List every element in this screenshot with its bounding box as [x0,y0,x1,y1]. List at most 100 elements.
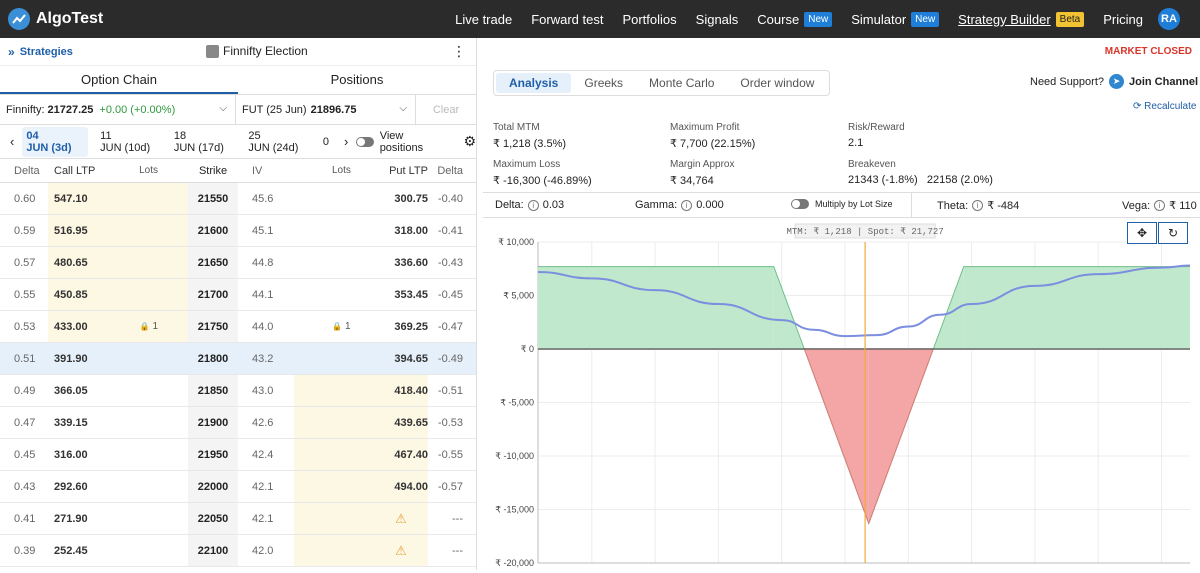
cell-clots[interactable] [128,471,188,502]
cell-call[interactable]: 480.65 [48,247,128,278]
cell-call[interactable]: 366.05 [54,384,88,397]
tab-monte-carlo[interactable]: Monte Carlo [649,76,715,90]
avatar[interactable]: RA [1158,8,1180,30]
cell-call[interactable]: 433.00 [48,311,128,342]
reset-zoom-button[interactable]: ↻ [1158,222,1188,244]
chevron-right-icon[interactable]: › [343,134,349,149]
expiry-date-item[interactable]: 25 JUN (24d) [248,130,310,154]
nav-item-pricing[interactable]: Pricing [1103,12,1143,27]
table-row[interactable]: 0.41 271.90 22050 42.1 ⚠ --- [0,503,476,535]
cell-call[interactable]: 391.90 [48,343,128,374]
join-channel-button[interactable]: ➤ Join Channel [1109,74,1198,89]
cell-plots[interactable] [294,247,374,278]
table-row[interactable]: 0.59 516.95 21600 45.1 318.00 -0.41 [0,215,476,247]
cell-plots[interactable] [294,407,374,438]
nav-item-portfolios[interactable]: Portfolios [622,12,676,27]
cell-clots[interactable] [128,247,188,278]
tab-greeks[interactable]: Greeks [584,76,624,90]
cell-plots[interactable] [294,503,374,534]
table-row[interactable]: 0.43 292.60 22000 42.1 494.00 -0.57 [0,471,476,503]
cell-clots[interactable] [128,407,188,438]
cell-call[interactable]: 516.95 [48,215,128,246]
info-icon[interactable]: i [1154,200,1166,211]
expiry-date-item[interactable]: 04 JUN (3d) [22,126,89,157]
nav-item-forward-test[interactable]: Forward test [531,12,603,27]
tab-order-window[interactable]: Order window [740,76,815,90]
nav-item-simulator[interactable]: Simulator New [851,11,940,27]
cell-put[interactable]: 467.40 [374,439,428,470]
table-row[interactable]: 0.53 433.00 🔒 1 21750 44.0 🔒 1 369.25 -0.47 [0,311,476,343]
cell-plots[interactable] [294,215,374,246]
expiry-date-item[interactable]: 18 JUN (17d) [174,130,236,154]
brand[interactable]: AlgoTest [8,8,103,30]
chevron-left-icon[interactable]: ‹ [10,134,15,149]
strategies-link[interactable]: » Strategies [8,45,73,59]
tab-positions[interactable]: Positions [330,72,384,87]
cell-call[interactable]: 316.00 [54,448,88,461]
cell-clots[interactable] [128,535,188,566]
table-row[interactable]: 0.49 366.05 21850 43.0 418.40 -0.51 [0,375,476,407]
table-row[interactable]: 0.57 480.65 21650 44.8 336.60 -0.43 [0,247,476,279]
pan-button[interactable]: ✥ [1127,222,1157,244]
kebab-icon[interactable]: ⋮ [452,43,466,59]
nav-item-strategy-builder[interactable]: Strategy Builder Beta [958,11,1085,27]
spot-selector[interactable]: Finnifty: 21727.25 +0.00 (+0.00%) ⌵ [0,94,236,125]
cell-plots[interactable] [294,439,374,470]
cell-plots[interactable] [294,471,374,502]
cell-call[interactable]: 252.45 [54,544,88,557]
info-icon[interactable]: i [527,199,539,211]
warning-icon[interactable]: ⚠ [374,535,428,566]
cell-put[interactable]: 439.65 [374,407,428,438]
table-row[interactable]: 0.47 339.15 21900 42.6 439.65 -0.53 [0,407,476,439]
cell-clots[interactable] [128,183,188,214]
cell-call[interactable]: 271.90 [54,512,88,525]
nav-item-course[interactable]: Course New [757,11,833,27]
clear-button[interactable]: Clear [432,103,460,116]
tab-option-chain[interactable]: Option Chain [0,66,238,94]
cell-clots[interactable] [128,279,188,310]
cell-put[interactable]: 300.75 [394,192,428,205]
lots-cell[interactable]: 🔒 1 [128,311,188,342]
multiply-lot-size-toggle[interactable] [791,199,809,209]
cell-put[interactable]: 336.60 [394,256,428,269]
future-selector[interactable]: FUT (25 Jun) 21896.75 ⌵ [236,94,416,125]
table-row[interactable]: 0.51 391.90 21800 43.2 394.65 -0.49 [0,343,476,375]
table-row[interactable]: 0.60 547.10 21550 45.6 300.75 -0.40 [0,183,476,215]
table-row[interactable]: 0.45 316.00 21950 42.4 467.40 -0.55 [0,439,476,471]
cell-clots[interactable] [128,439,188,470]
cell-clots[interactable] [128,375,188,406]
cell-plots[interactable] [294,343,374,374]
cell-put[interactable]: 418.40 [374,375,428,406]
cell-put[interactable]: 494.00 [374,471,428,502]
info-icon[interactable]: i [972,200,984,211]
tab-analysis[interactable]: Analysis [496,73,572,93]
expiry-date-item[interactable]: 0 [323,136,332,148]
recalculate-button[interactable]: ⟳ Recalculate [1133,101,1196,112]
warning-icon[interactable]: ⚠ [374,503,428,534]
cell-plots[interactable] [294,183,374,214]
cell-put[interactable]: 369.25 [394,320,428,333]
nav-item-live-trade[interactable]: Live trade [455,12,512,27]
cell-put[interactable]: 394.65 [374,343,428,374]
cell-call[interactable]: 339.15 [54,416,88,429]
view-positions-toggle[interactable] [356,136,374,147]
cell-call[interactable]: 292.60 [54,480,88,493]
lots-cell[interactable]: 🔒 1 [294,311,374,342]
cell-put[interactable]: 318.00 [394,224,428,237]
table-row[interactable]: 0.55 450.85 21700 44.1 353.45 -0.45 [0,279,476,311]
cell-clots[interactable] [128,343,188,374]
cell-clots[interactable] [128,503,188,534]
cell-plots[interactable] [294,375,374,406]
cell-call[interactable]: 450.85 [48,279,128,310]
cell-plots[interactable] [294,279,374,310]
nav-item-signals[interactable]: Signals [696,12,739,27]
cell-plots[interactable] [294,535,374,566]
info-icon[interactable]: i [681,199,693,211]
gear-icon[interactable]: ⚙ [463,133,476,149]
expiry-date-item[interactable]: 11 JUN (10d) [100,130,162,154]
cell-clots[interactable] [128,215,188,246]
cell-put[interactable]: 353.45 [394,288,428,301]
payoff-chart[interactable]: ₹ 10,000 ₹ 5,000 ₹ 0 ₹ -5,000 ₹ -10,000 ₹ -15… [483,218,1200,573]
table-row[interactable]: 0.39 252.45 22100 42.0 ⚠ --- [0,535,476,567]
cell-call[interactable]: 547.10 [48,183,128,214]
